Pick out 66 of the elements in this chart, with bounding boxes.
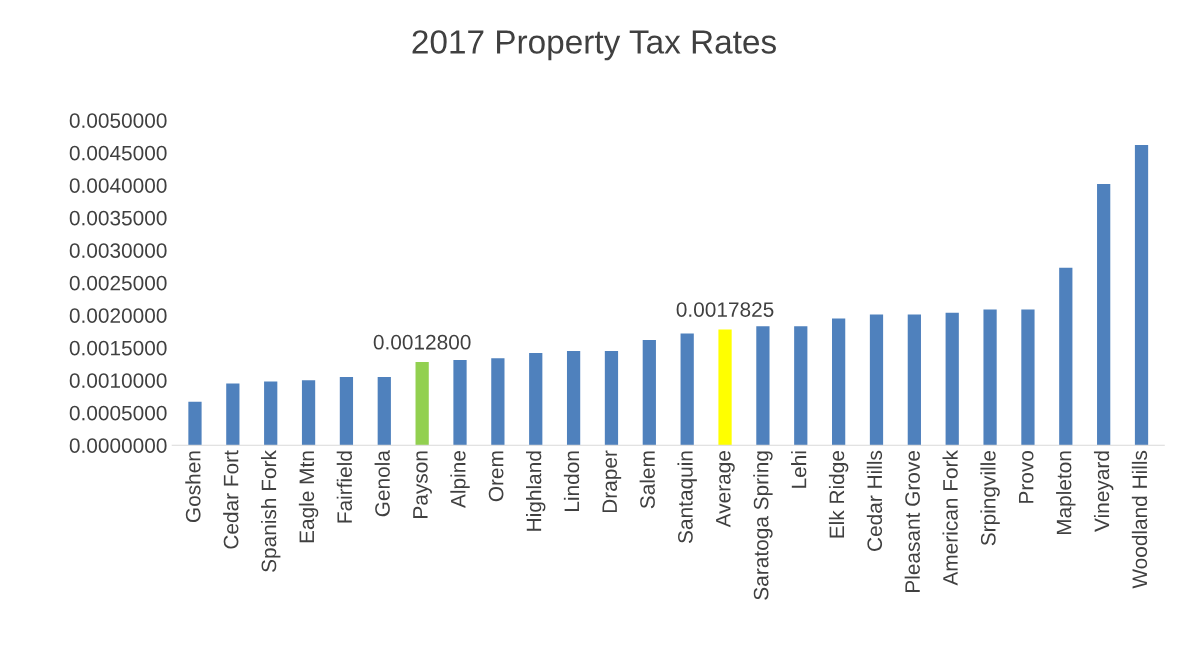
x-tick-label: Spanish Fork (260, 450, 281, 572)
bar (1059, 267, 1073, 446)
x-tick-label: Santaquin (677, 451, 697, 543)
y-tick-label: 0.0040000 (69, 178, 167, 193)
x-tick-label: Lehi (791, 451, 807, 488)
bar (529, 352, 543, 446)
bar (339, 377, 354, 446)
bar (907, 314, 921, 446)
chart-title: 2017 Property Tax Rates (412, 30, 776, 61)
y-tick-label: 0.0010000 (69, 373, 167, 388)
x-tick-label: Orem (488, 451, 504, 502)
bar (642, 339, 656, 446)
data-label: 0.0017825 (676, 302, 774, 317)
x-tick-label: Elk Ridge (828, 451, 849, 538)
x-tick-label: Srpingville (980, 451, 1000, 546)
x-tick-label: Woodland Hills (1131, 450, 1148, 589)
bar (983, 309, 997, 446)
y-tick-label: 0.0005000 (69, 405, 167, 421)
bar (566, 351, 581, 446)
bar (604, 351, 619, 446)
y-tick-label: 0.0015000 (69, 340, 167, 356)
bar (1021, 309, 1035, 446)
bar (756, 326, 770, 446)
x-tick-label: Cedar Fort (223, 450, 239, 549)
x-tick-label: Eagle Mtn (298, 451, 319, 543)
x-tick-label: Provo (1018, 450, 1034, 503)
y-tick-label: 0.0000000 (69, 438, 167, 453)
x-tick-label: Vineyard (1093, 451, 1114, 532)
bar (415, 362, 429, 446)
y-tick-label: 0.0020000 (69, 308, 167, 323)
bar (491, 358, 505, 446)
x-tick-label: Saratoga Spring (753, 451, 773, 600)
bar (680, 333, 694, 446)
bar (188, 401, 202, 446)
y-tick-label: 0.0025000 (69, 275, 167, 291)
y-tick-label: 0.0030000 (69, 243, 167, 258)
bar (301, 380, 316, 446)
x-tick-label: Fairfield (336, 451, 353, 523)
y-tick-label: 0.0050000 (69, 113, 167, 128)
bar (718, 329, 732, 446)
bar (869, 314, 884, 446)
x-tick-label: Alpine (450, 451, 470, 508)
y-tick-label: 0.0045000 (69, 145, 167, 161)
x-tick-label: Payson (413, 451, 432, 518)
bar (832, 318, 846, 446)
bar (264, 381, 278, 446)
x-tick-label: Salem (639, 451, 655, 509)
x-tick-label: Cedar Hills (866, 450, 883, 551)
x-tick-label: Pleasant Grove (904, 451, 920, 592)
bar (1134, 144, 1149, 446)
y-tick-label: 0.0035000 (69, 210, 167, 226)
bar (377, 377, 391, 446)
bar (453, 360, 467, 446)
x-tick-label: Genola (374, 450, 390, 517)
x-tick-label: Highland (526, 451, 546, 531)
x-tick-label: Mapleton (1056, 451, 1076, 535)
x-tick-label: Draper (602, 450, 622, 513)
x-tick-label: Lindon (563, 451, 580, 511)
x-tick-label: Goshen (185, 451, 201, 523)
bar (1097, 183, 1111, 446)
x-tick-label: Average (716, 451, 735, 528)
bar (794, 326, 808, 446)
bar (945, 312, 959, 446)
x-tick-label: American Fork (942, 450, 958, 586)
data-label: 0.0012800 (373, 334, 471, 350)
bar (226, 383, 240, 446)
